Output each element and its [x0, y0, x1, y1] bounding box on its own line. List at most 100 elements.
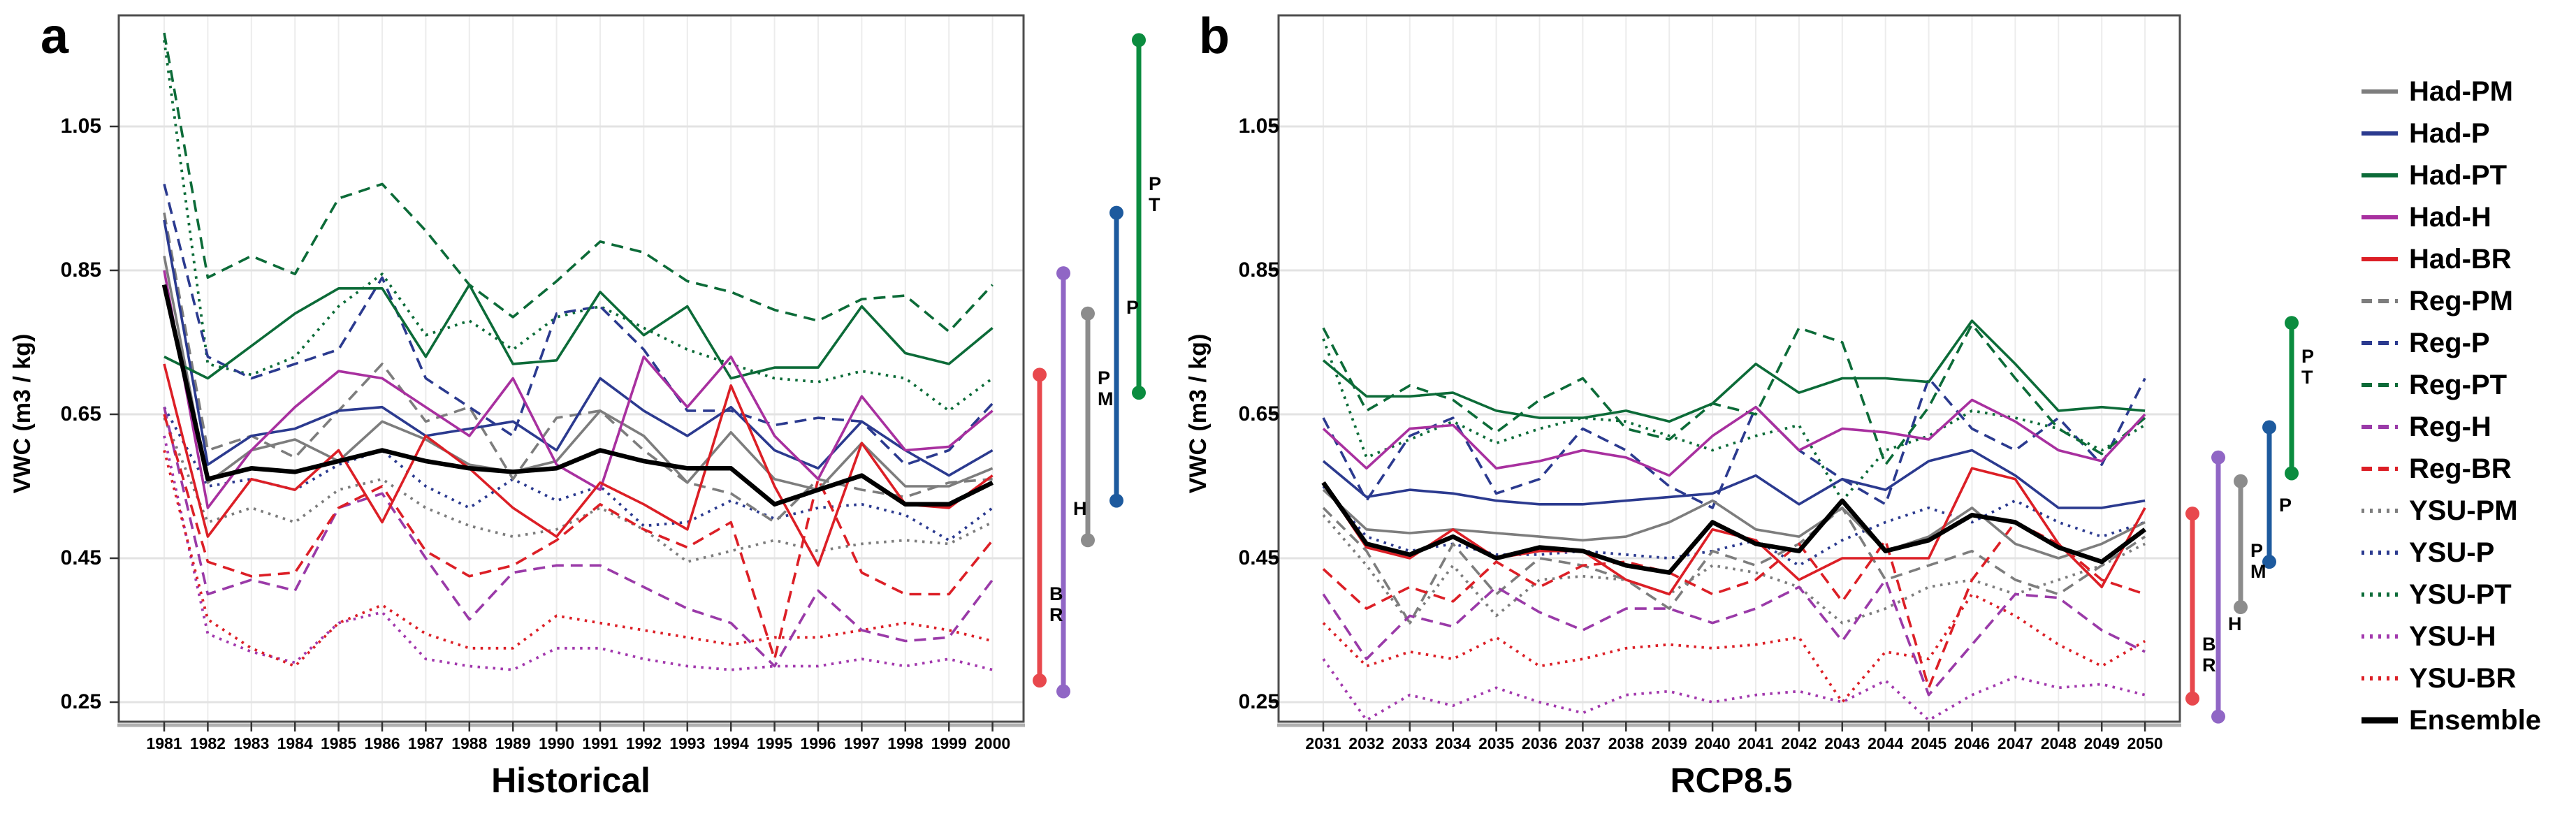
legend-item-reg-h: Reg-H [2360, 406, 2574, 448]
legend-swatch-dashed [2362, 425, 2398, 429]
plot-frame [117, 14, 1025, 723]
y-tick-label: 1.05 [60, 115, 101, 138]
legend-swatch-dotted [2362, 551, 2398, 555]
x-tick-label: 2038 [1608, 734, 1644, 752]
range-bar-endpoint [2211, 709, 2225, 724]
panel-title-rcp85: RCP8.5 [1670, 761, 1793, 800]
range-bar-label-h: H [1073, 497, 1087, 519]
legend-item-ysu-br: YSU-BR [2360, 657, 2574, 699]
series-line-reg-h [1322, 578, 2146, 697]
series-line-ysu-br [1322, 592, 2146, 704]
legend-label: Had-PT [2409, 160, 2507, 191]
legend-label: Reg-H [2409, 412, 2491, 442]
legend-item-reg-pm: Reg-PM [2360, 280, 2574, 322]
series-line-ysu-p [163, 406, 994, 542]
y-tick-label: 0.85 [60, 259, 101, 282]
x-tick-label: 2042 [1781, 734, 1817, 752]
y-tick-label: 0.25 [60, 690, 101, 713]
x-tick-label: 1992 [625, 734, 662, 752]
legend-swatch-dotted [2362, 634, 2398, 639]
range-bar-endpoint [1033, 674, 1047, 688]
range-bar-endpoint [1081, 306, 1095, 321]
legend-label: Reg-PT [2409, 370, 2507, 400]
x-tick-label: 2043 [1824, 734, 1861, 752]
range-bar-endpoint [2185, 691, 2199, 706]
x-tick-label: 2048 [2040, 734, 2076, 752]
x-tick-label: 2000 [975, 734, 1011, 752]
legend-item-reg-pt: Reg-PT [2360, 364, 2574, 406]
legend-swatch-solid [2362, 173, 2398, 177]
legend-item-ensemble: Ensemble [2360, 699, 2574, 741]
series-line-reg-br [1322, 520, 2146, 690]
series-line-had-h [163, 270, 994, 509]
range-bar-endpoint [2211, 450, 2225, 465]
x-tick-label: 1982 [189, 734, 226, 752]
series-line-had-pm [163, 256, 994, 491]
y-tick-label: 0.25 [1238, 690, 1279, 713]
legend: Had-PM Had-P Had-PT Had-H Had-BR Reg-PM Reg-P R… [2360, 71, 2574, 741]
series-line-reg-pt [1322, 323, 2146, 466]
legend-swatch-dashed [2362, 299, 2398, 303]
series-line-reg-h [163, 407, 994, 668]
legend-label: YSU-P [2409, 537, 2495, 568]
legend-swatch-dotted [2362, 676, 2398, 680]
panel-title-historical: Historical [491, 761, 650, 800]
legend-label: Had-BR [2409, 244, 2512, 275]
x-tick-label: 1984 [277, 734, 313, 752]
legend-item-had-p: Had-P [2360, 112, 2574, 154]
panel-letter-a: a [41, 8, 69, 64]
x-tick-label: 1990 [539, 734, 575, 752]
series-line-reg-p [1322, 377, 2146, 509]
legend-item-ysu-pm: YSU-PM [2360, 490, 2574, 532]
series-line-ysu-h [1322, 658, 2146, 722]
x-tick-label: 2049 [2083, 734, 2120, 752]
legend-item-reg-p: Reg-P [2360, 322, 2574, 364]
range-bar-endpoint [2185, 507, 2199, 521]
range-bar-endpoint [1056, 684, 1070, 699]
x-tick-label: 2046 [1953, 734, 1991, 752]
legend-label: Had-H [2409, 202, 2491, 233]
x-tick-label: 2047 [1997, 734, 2033, 752]
x-tick-label: 1983 [233, 734, 270, 752]
x-tick-label: 2044 [1868, 734, 1904, 752]
y-tick-label: 0.45 [1238, 546, 1279, 569]
panel-letter-b: b [1199, 8, 1230, 64]
series-line-reg-br [163, 414, 994, 661]
legend-item-had-h: Had-H [2360, 196, 2574, 238]
series-line-had-p [163, 219, 994, 477]
legend-swatch-solid [2362, 131, 2398, 136]
legend-swatch-solid [2362, 89, 2398, 94]
range-bar-label-h: H [2228, 613, 2242, 634]
legend-label: YSU-PT [2409, 579, 2512, 610]
legend-item-ysu-h: YSU-H [2360, 616, 2574, 657]
range-bar-label-p: P [2279, 494, 2292, 516]
plot-frame [1277, 14, 2181, 723]
range-bar-label-pt: P T [1149, 173, 1162, 216]
legend-label: YSU-BR [2409, 663, 2517, 694]
range-bar-endpoint [2262, 555, 2276, 569]
x-tick-label: 1999 [931, 734, 967, 752]
series-line-ensemble [161, 284, 994, 507]
range-bar-endpoint [1132, 33, 1146, 48]
legend-label: YSU-H [2409, 621, 2496, 652]
series-line-had-pt [163, 283, 994, 380]
x-tick-label: 2036 [1521, 734, 1558, 752]
x-tick-label: 1991 [582, 734, 618, 752]
series-line-had-pt [1322, 319, 2146, 423]
x-tick-label: 2040 [1694, 734, 1731, 752]
legend-label: Reg-P [2409, 328, 2490, 358]
legend-swatch-solid [2362, 215, 2398, 219]
range-bar-endpoint [2234, 474, 2248, 488]
legend-item-had-br: Had-BR [2360, 238, 2574, 280]
legend-item-had-pt: Had-PT [2360, 154, 2574, 196]
x-tick-label: 2039 [1651, 734, 1687, 752]
x-tick-label: 1981 [146, 734, 182, 752]
range-bar-endpoint [1109, 493, 1123, 508]
range-bar-endpoint [1056, 266, 1070, 281]
x-tick-label: 2050 [2127, 734, 2163, 752]
legend-swatch-dashed [2362, 341, 2398, 345]
legend-swatch-dashed [2362, 467, 2398, 471]
x-tick-label: 2032 [1348, 734, 1385, 752]
y-tick-label: 0.85 [1238, 259, 1279, 282]
